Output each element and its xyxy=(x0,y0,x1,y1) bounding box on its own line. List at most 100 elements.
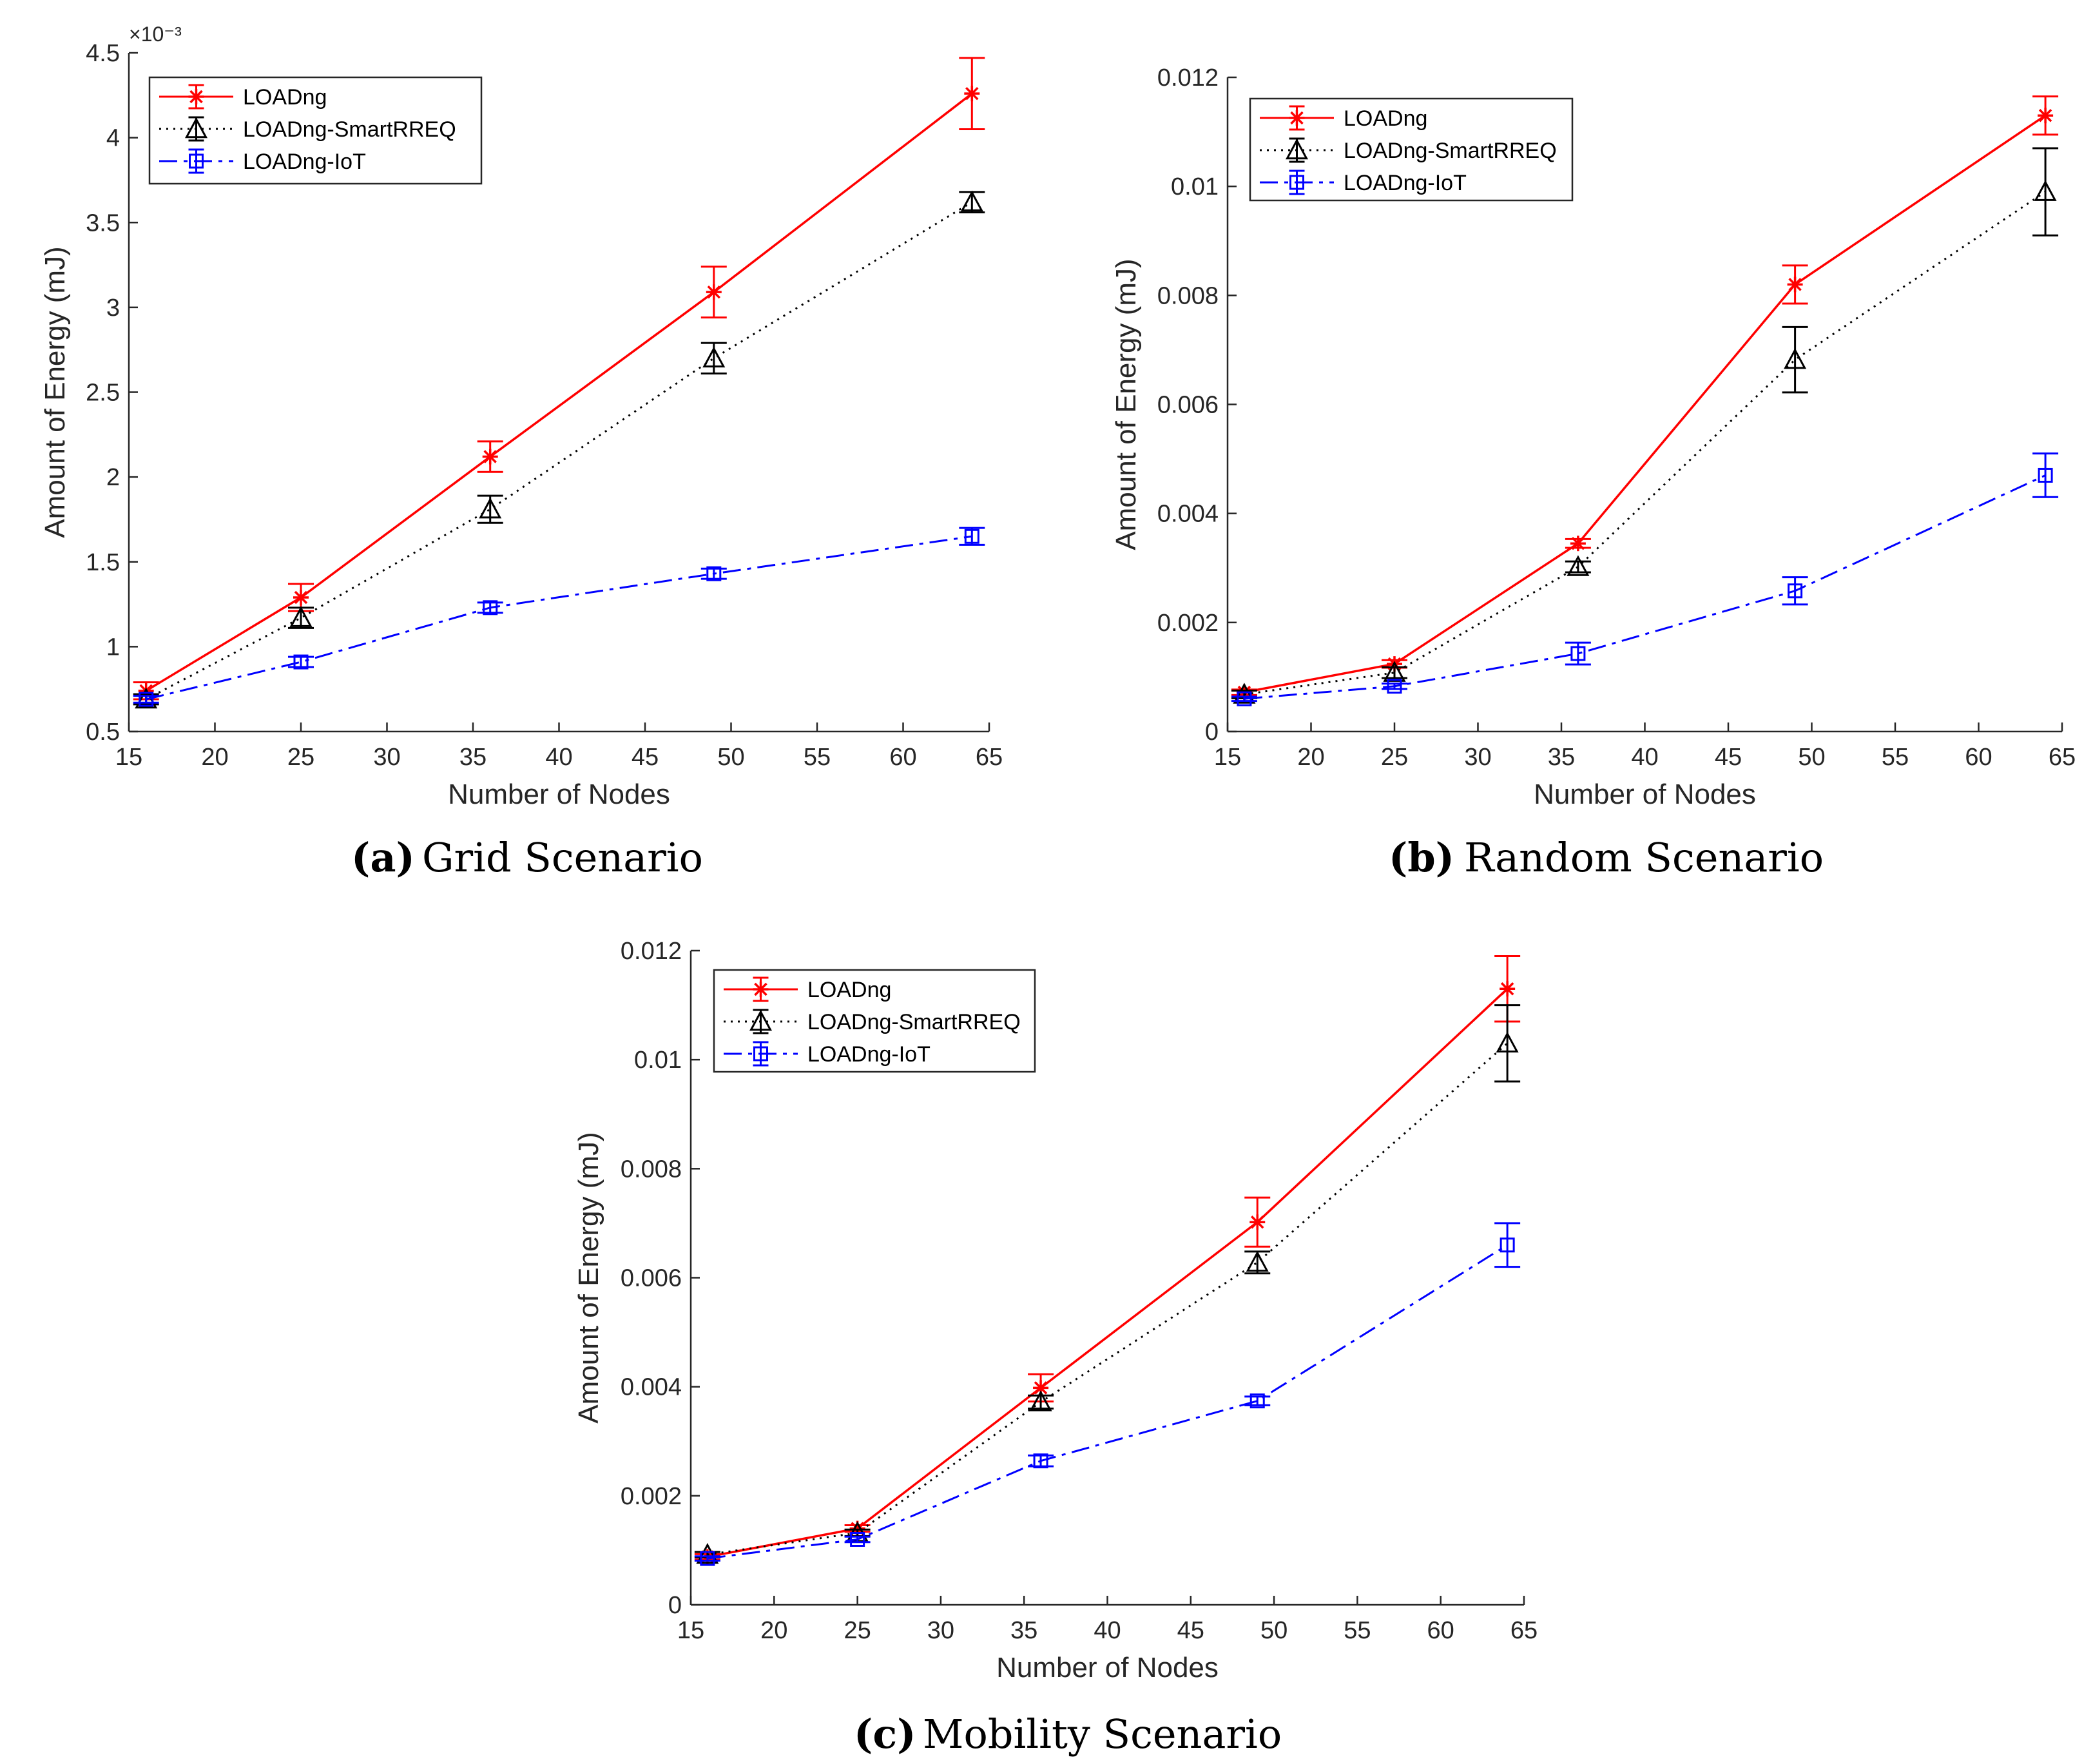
x-tick-label: 30 xyxy=(1464,744,1491,771)
y-tick-label: 1 xyxy=(106,634,120,661)
data-point xyxy=(1500,981,1516,997)
data-point xyxy=(960,190,983,211)
y-tick-label: 0.004 xyxy=(621,1374,682,1401)
x-tick-label: 20 xyxy=(760,1617,787,1644)
data-point xyxy=(696,1543,719,1564)
error-bar xyxy=(1782,325,1808,394)
y-tick-label: 0.006 xyxy=(621,1265,682,1292)
legend-marker xyxy=(188,89,204,104)
caption-letter-b: (b) xyxy=(1389,834,1454,881)
data-point xyxy=(850,1532,865,1547)
data-point xyxy=(1249,1214,1266,1230)
data-point xyxy=(482,449,498,465)
legend-marker xyxy=(1289,110,1305,126)
legend-box xyxy=(148,76,483,185)
y-tick-label: 3.5 xyxy=(86,209,120,237)
legend-marker xyxy=(753,1046,768,1061)
legend-label: LOADng xyxy=(243,85,327,110)
data-point xyxy=(1496,1031,1519,1053)
caption-letter-c: (c) xyxy=(854,1711,916,1758)
x-tick-label: 35 xyxy=(1010,1617,1037,1644)
x-tick-label: 15 xyxy=(115,744,142,771)
data-point xyxy=(293,654,309,670)
y-tick-label: 0.012 xyxy=(621,938,682,965)
x-tick-label: 15 xyxy=(1214,744,1241,771)
data-point xyxy=(483,600,498,615)
x-tick-label: 60 xyxy=(1965,744,1992,771)
legend-label: LOADng-IoT xyxy=(1344,171,1467,195)
legend-label: LOADng-IoT xyxy=(807,1042,931,1067)
x-axis-title: Number of Nodes xyxy=(1534,779,1756,810)
data-point xyxy=(1788,583,1803,599)
data-point xyxy=(964,86,980,102)
data-point xyxy=(964,528,979,544)
series-line-loadng xyxy=(707,987,1509,1558)
data-point xyxy=(289,606,313,627)
error-bar xyxy=(1494,1222,1521,1268)
legend-label: LOADng xyxy=(807,978,891,1002)
x-tick-label: 55 xyxy=(1344,1617,1371,1644)
data-point xyxy=(2038,108,2054,124)
legend-error-bar xyxy=(753,1041,769,1067)
x-tick-label: 40 xyxy=(545,744,572,771)
y-tick-label: 0.01 xyxy=(1171,173,1219,200)
x-tick-label: 60 xyxy=(889,744,916,771)
error-bar xyxy=(133,695,159,704)
data-point xyxy=(2034,180,2057,201)
data-point xyxy=(700,1551,715,1566)
y-tick-label: 4 xyxy=(106,125,120,152)
x-tick-label: 20 xyxy=(201,744,228,771)
x-tick-label: 50 xyxy=(717,744,744,771)
y-tick-label: 0.008 xyxy=(1157,282,1219,309)
panel-c: 15 20 25 30 35 40 45 50 55 60 65 0 0.002 0.004 0.006 0.… xyxy=(573,938,1538,1683)
error-bar xyxy=(288,655,314,668)
y-axis-title: Amount of Energy (mJ) xyxy=(573,1132,604,1423)
x-tick-label: 55 xyxy=(804,744,831,771)
error-bar xyxy=(2032,147,2059,237)
data-point xyxy=(1029,1390,1052,1411)
series-line-loadng-iot xyxy=(146,535,972,701)
error-bar xyxy=(694,1555,720,1562)
error-bar xyxy=(1565,641,1591,666)
y-tick-label: 0.002 xyxy=(1157,610,1219,637)
x-tick-label: 25 xyxy=(1381,744,1408,771)
x-tick-label: 60 xyxy=(1427,1617,1454,1644)
y-tick-label: 0.002 xyxy=(621,1483,682,1510)
y-axis-title: Amount of Energy (mJ) xyxy=(1110,258,1142,550)
x-tick-label: 45 xyxy=(1715,744,1742,771)
y-tick-label: 0.006 xyxy=(1157,392,1219,419)
y-tick-label: 1.5 xyxy=(86,549,120,576)
data-point xyxy=(1787,276,1803,293)
x-tick-label: 20 xyxy=(1297,744,1324,771)
y-tick-label: 0.5 xyxy=(86,719,120,746)
y-tick-label: 0 xyxy=(668,1592,682,1619)
series-line-loadng-smartrreq xyxy=(146,201,973,701)
data-point xyxy=(293,590,309,606)
data-point xyxy=(706,566,722,581)
data-point xyxy=(1237,691,1252,706)
y-tick-label: 2 xyxy=(106,464,120,491)
data-point xyxy=(479,497,502,519)
data-point xyxy=(706,284,722,300)
caption-text-b: Random Scenario xyxy=(1464,834,1824,881)
error-bar xyxy=(1028,1454,1054,1468)
error-bar xyxy=(1494,1004,1521,1083)
data-point xyxy=(1233,683,1256,704)
legend-label: LOADng-SmartRREQ xyxy=(1344,139,1557,163)
data-point xyxy=(702,346,726,368)
x-tick-label: 25 xyxy=(844,1617,871,1644)
legend-marker xyxy=(1285,138,1309,160)
y-exponent-label: ×10⁻³ xyxy=(129,23,182,46)
error-bar xyxy=(1382,666,1407,679)
y-tick-label: 0.01 xyxy=(634,1047,682,1074)
legend-marker xyxy=(184,117,208,139)
series-line-loadng-iot xyxy=(707,1244,1508,1560)
x-tick-label: 50 xyxy=(1798,744,1825,771)
data-point xyxy=(1387,679,1402,694)
y-tick-label: 0.012 xyxy=(1157,64,1219,92)
legend-marker xyxy=(1289,175,1304,190)
error-bar xyxy=(700,567,727,580)
y-tick-label: 0.008 xyxy=(621,1156,682,1183)
x-tick-label: 50 xyxy=(1260,1617,1288,1644)
